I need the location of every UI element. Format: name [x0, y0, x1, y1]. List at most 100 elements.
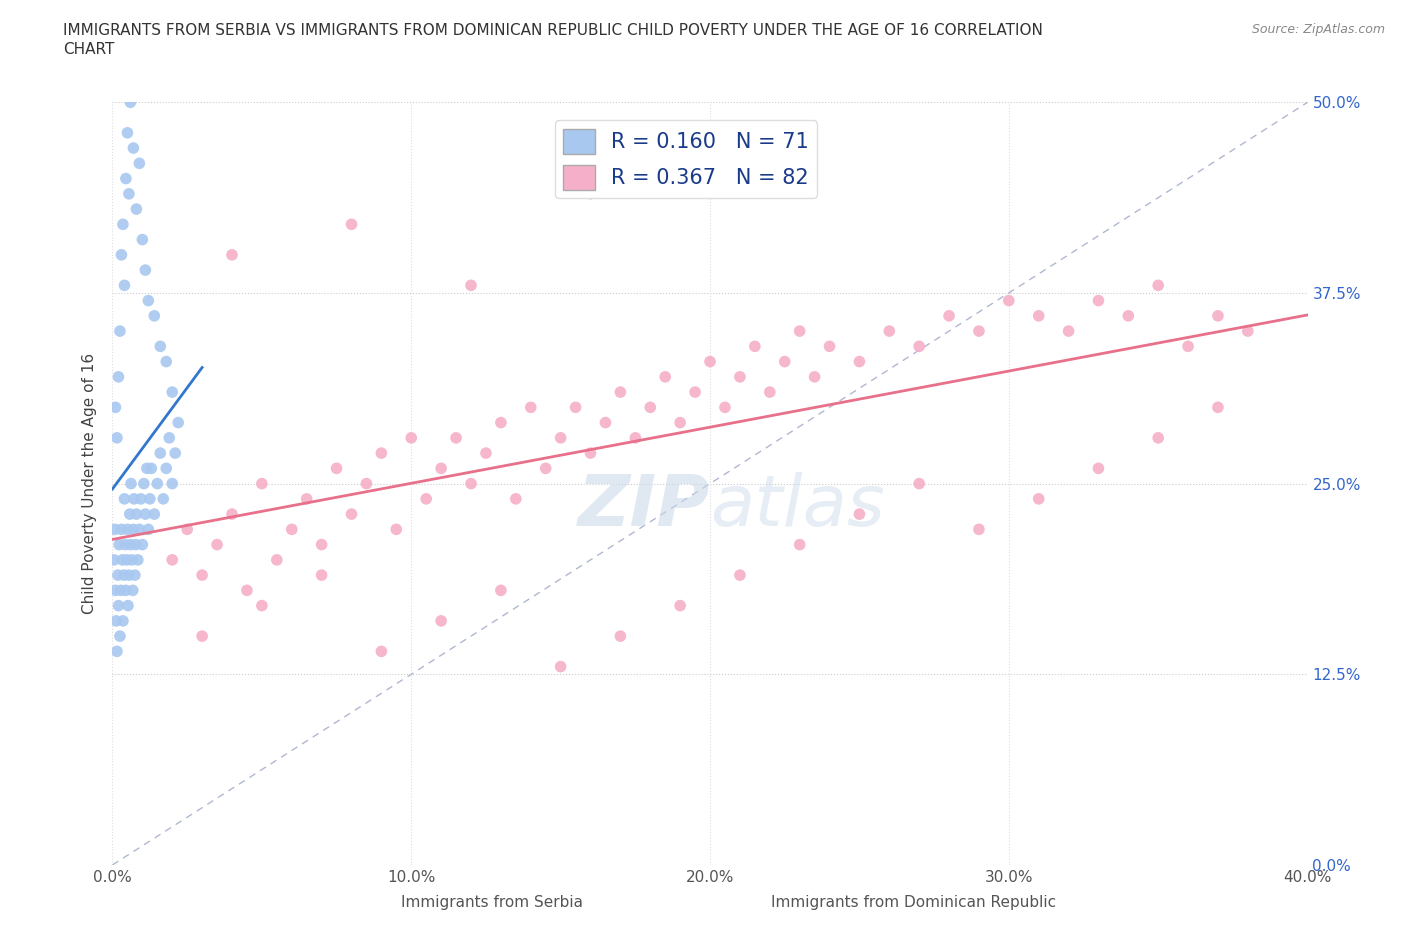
Point — [155, 354, 177, 369]
Point — [117, 598, 139, 613]
Point — [1147, 431, 1170, 445]
Point — [125, 202, 148, 217]
Point — [135, 461, 157, 476]
Point — [266, 552, 288, 567]
Point — [340, 507, 363, 522]
Point — [162, 552, 183, 567]
Point — [356, 476, 378, 491]
Point — [191, 629, 214, 644]
Point — [127, 552, 149, 567]
Point — [139, 491, 162, 506]
Point — [115, 552, 138, 567]
Point — [132, 476, 155, 491]
Point — [155, 461, 177, 476]
Point — [131, 538, 153, 552]
Point — [236, 583, 259, 598]
Point — [370, 644, 392, 658]
Point — [122, 491, 145, 506]
Point — [125, 507, 148, 522]
Point — [108, 324, 131, 339]
Point — [699, 171, 721, 186]
Point — [105, 614, 128, 629]
Point — [789, 538, 811, 552]
Point — [789, 324, 811, 339]
Point — [108, 538, 131, 552]
Point — [654, 369, 676, 384]
Point — [430, 461, 453, 476]
Point — [1177, 339, 1199, 353]
Point — [114, 491, 135, 506]
Text: Immigrants from Dominican Republic: Immigrants from Dominican Republic — [772, 895, 1056, 910]
Point — [609, 629, 631, 644]
Point — [534, 461, 557, 476]
Point — [143, 309, 166, 324]
Point — [120, 476, 142, 491]
Point — [340, 217, 363, 232]
Point — [848, 354, 870, 369]
Point — [520, 400, 543, 415]
Point — [108, 629, 131, 644]
Point — [111, 552, 134, 567]
Point — [744, 339, 766, 353]
Point — [460, 278, 482, 293]
Text: Source: ZipAtlas.com: Source: ZipAtlas.com — [1251, 23, 1385, 36]
Point — [1118, 309, 1140, 324]
Point — [124, 567, 146, 582]
Point — [221, 247, 243, 262]
Point — [176, 522, 198, 537]
Point — [728, 369, 751, 384]
Point — [138, 522, 160, 537]
Point — [149, 445, 172, 460]
Point — [143, 507, 166, 522]
Point — [879, 324, 901, 339]
Point — [105, 431, 128, 445]
Point — [162, 385, 183, 400]
Point — [114, 538, 136, 552]
Point — [138, 293, 160, 308]
Point — [818, 339, 841, 353]
Point — [167, 415, 190, 430]
Point — [157, 431, 180, 445]
Text: ZIP: ZIP — [578, 472, 710, 541]
Point — [115, 171, 138, 186]
Point — [595, 415, 617, 430]
Point — [104, 400, 127, 415]
Point — [938, 309, 960, 324]
Point — [111, 614, 134, 629]
Point — [120, 538, 142, 552]
Point — [385, 522, 408, 537]
Point — [129, 491, 152, 506]
Point — [669, 598, 692, 613]
Point — [162, 476, 183, 491]
Point — [550, 431, 572, 445]
Point — [609, 385, 631, 400]
Point — [908, 476, 931, 491]
Point — [998, 293, 1021, 308]
Point — [221, 507, 243, 522]
Point — [134, 262, 156, 277]
Point — [191, 567, 214, 582]
Point — [114, 278, 135, 293]
Point — [550, 659, 572, 674]
Point — [205, 538, 228, 552]
Legend: R = 0.160   N = 71, R = 0.367   N = 82: R = 0.160 N = 71, R = 0.367 N = 82 — [555, 120, 817, 198]
Text: IMMIGRANTS FROM SERBIA VS IMMIGRANTS FROM DOMINICAN REPUBLIC CHILD POVERTY UNDER: IMMIGRANTS FROM SERBIA VS IMMIGRANTS FRO… — [63, 23, 1043, 38]
Point — [110, 522, 132, 537]
Point — [128, 156, 150, 171]
Point — [118, 507, 141, 522]
Point — [714, 400, 737, 415]
Point — [107, 567, 129, 582]
Point — [107, 369, 129, 384]
Point — [128, 522, 150, 537]
Point — [1028, 491, 1050, 506]
Point — [122, 522, 145, 537]
Point — [281, 522, 304, 537]
Point — [773, 354, 796, 369]
Point — [131, 232, 153, 247]
Point — [120, 95, 142, 110]
Point — [489, 415, 512, 430]
Point — [111, 217, 134, 232]
Point — [1206, 309, 1229, 324]
Point — [564, 400, 586, 415]
Point — [112, 567, 135, 582]
